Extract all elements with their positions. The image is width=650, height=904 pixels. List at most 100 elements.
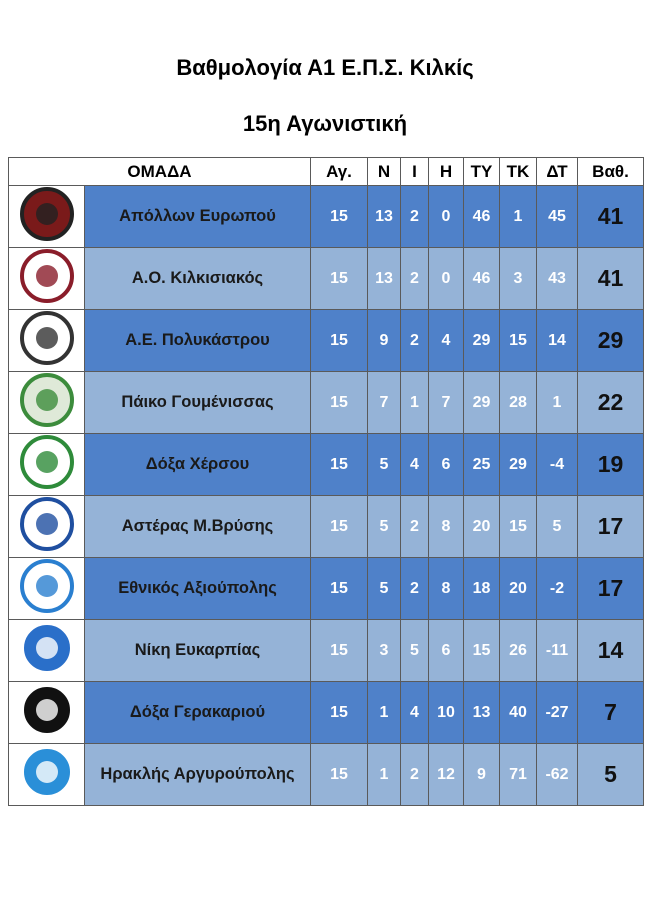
stat: 45 [536,185,578,248]
column-header: ΔΤ [536,157,578,186]
stat: 2 [400,557,429,620]
stat: 2 [400,185,429,248]
team-logo [19,311,74,365]
stat: 15 [310,743,368,806]
stat: 15 [310,185,368,248]
team-row: Δόξα Γερακαριού 15 1 4 10 13 40 -27 7 [8,681,644,744]
stat: 15 [310,495,368,558]
stat: 7 [428,371,464,434]
column-header: ΤΥ [463,157,500,186]
stat: 4 [428,309,464,372]
logo-cell [8,247,85,310]
team-name: Δόξα Χέρσου [84,433,311,496]
stat: 2 [400,495,429,558]
stat: 5 [367,495,401,558]
stat: 18 [463,557,500,620]
stat: 1 [536,371,578,434]
team-name: Εθνικός Αξιούπολης [84,557,311,620]
team-logo [19,435,74,489]
stat: -62 [536,743,578,806]
team-logo [19,745,74,799]
stat: 3 [499,247,537,310]
column-header: Βαθ. [577,157,644,186]
stat: 7 [367,371,401,434]
team-logo [19,249,74,303]
team-name: Δόξα Γερακαριού [84,681,311,744]
stat: 4 [400,433,429,496]
logo-cell [8,371,85,434]
subtitle: 15η Αγωνιστική [242,111,408,136]
points: 7 [577,681,644,744]
stat: 8 [428,495,464,558]
stat: 14 [536,309,578,372]
points: 41 [577,185,644,248]
team-logo [19,559,74,613]
team-row: Α.Ο. Κιλκισιακός 15 13 2 0 46 3 43 41 [8,247,644,310]
column-header: Ν [367,157,401,186]
stat: 4 [400,681,429,744]
stat: 71 [499,743,537,806]
stat: 43 [536,247,578,310]
stat: 15 [310,247,368,310]
stat: 46 [463,247,500,310]
logo-cell [8,557,85,620]
stat: 15 [310,557,368,620]
stat: 13 [367,247,401,310]
stat: 40 [499,681,537,744]
stat: 25 [463,433,500,496]
stat: 13 [463,681,500,744]
team-row: Α.Ε. Πολυκάστρου 15 9 2 4 29 15 14 29 [8,309,644,372]
team-logo [19,683,74,737]
header-row: ΟΜΑΔΑ Αγ. Ν Ι Η ΤΥ ΤΚ ΔΤ Βαθ. [8,157,644,186]
points: 22 [577,371,644,434]
logo-cell [8,619,85,682]
points: 17 [577,557,644,620]
team-name: Πάικο Γουμένισσας [84,371,311,434]
stat: 15 [463,619,500,682]
stat: 8 [428,557,464,620]
stat: -11 [536,619,578,682]
team-name: Απόλλων Ευρωπού [84,185,311,248]
team-row: Εθνικός Αξιούπολης 15 5 2 8 18 20 -2 17 [8,557,644,620]
column-header: Αγ. [310,157,368,186]
stat: 20 [463,495,500,558]
points: 41 [577,247,644,310]
points: 19 [577,433,644,496]
stat: 2 [400,309,429,372]
stat: 5 [367,557,401,620]
stat: 29 [463,371,500,434]
logo-cell [8,309,85,372]
stat: -27 [536,681,578,744]
points: 17 [577,495,644,558]
team-logo [19,621,74,675]
stat: 15 [310,371,368,434]
logo-cell [8,433,85,496]
team-row: Δόξα Χέρσου 15 5 4 6 25 29 -4 19 [8,433,644,496]
team-name: Α.Ο. Κιλκισιακός [84,247,311,310]
stat: 1 [499,185,537,248]
stat: 15 [310,619,368,682]
stat: 15 [310,309,368,372]
points: 5 [577,743,644,806]
column-header: Ι [400,157,429,186]
column-header: ΟΜΑΔΑ [8,157,311,186]
logo-cell [8,681,85,744]
stat: 2 [400,743,429,806]
team-logo [19,497,74,551]
stat: 12 [428,743,464,806]
points: 14 [577,619,644,682]
stat: 9 [367,309,401,372]
table-body: Απόλλων Ευρωπού 15 13 2 0 46 1 45 41 Α.Ο. Κιλκισι… [8,185,644,806]
stat: 1 [367,681,401,744]
stat: 5 [367,433,401,496]
stat: 46 [463,185,500,248]
stat: 1 [367,743,401,806]
stat: 1 [400,371,429,434]
stat: 13 [367,185,401,248]
stat: 0 [428,247,464,310]
stat: 5 [536,495,578,558]
stat: 15 [499,495,537,558]
stat: 3 [367,619,401,682]
stat: 6 [428,433,464,496]
